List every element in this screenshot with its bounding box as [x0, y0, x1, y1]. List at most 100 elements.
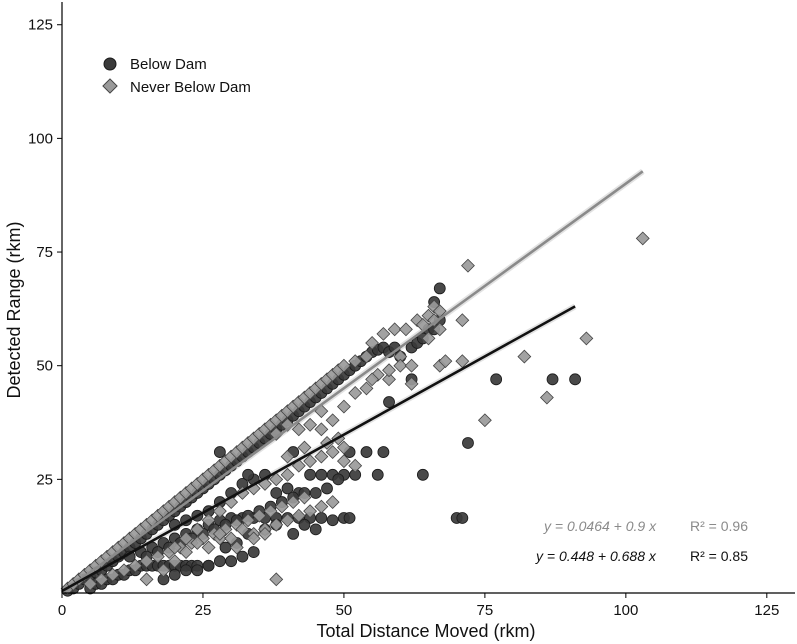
point-never-below-dam	[258, 526, 272, 541]
point-below-dam	[462, 437, 474, 449]
point-below-dam	[298, 518, 311, 531]
point-never-below-dam	[517, 349, 532, 364]
point-never-below-dam	[365, 336, 380, 350]
y-axis-title: Detected Range (rkm)	[4, 221, 24, 398]
point-below-dam	[281, 482, 294, 495]
point-never-below-dam	[438, 354, 453, 369]
point-never-below-dam	[348, 386, 363, 400]
point-below-dam	[326, 514, 339, 527]
point-never-below-dam	[314, 449, 329, 464]
point-never-below-dam	[269, 517, 284, 532]
point-below-dam	[309, 487, 322, 499]
point-never-below-dam	[393, 358, 408, 373]
point-below-dam	[371, 468, 384, 481]
x-tick-label: 0	[58, 602, 66, 619]
point-below-dam	[236, 550, 249, 563]
y-tick-label: 50	[36, 358, 53, 375]
x-tick-label: 125	[754, 602, 779, 619]
legend-never-below-dam-label: Never Below Dam	[130, 79, 251, 96]
point-below-dam	[304, 468, 316, 481]
point-never-below-dam	[325, 495, 340, 510]
point-below-dam	[416, 468, 429, 481]
point-below-dam	[213, 555, 226, 568]
point-never-below-dam	[387, 322, 402, 337]
point-never-below-dam	[382, 363, 396, 378]
point-never-below-dam	[212, 504, 227, 519]
point-never-below-dam	[280, 467, 295, 482]
point-never-below-dam	[280, 513, 295, 528]
point-never-below-dam	[190, 536, 205, 550]
point-below-dam	[343, 512, 356, 524]
y-tick-label: 75	[36, 244, 53, 261]
point-never-below-dam	[179, 531, 193, 546]
point-never-below-dam	[635, 231, 650, 246]
point-never-below-dam	[579, 331, 594, 346]
point-never-below-dam	[314, 499, 329, 514]
point-never-below-dam	[269, 572, 284, 587]
point-never-below-dam	[399, 322, 413, 337]
fit-line-below-dam	[61, 305, 576, 593]
point-never-below-dam	[263, 504, 278, 519]
point-never-below-dam	[297, 490, 312, 505]
point-below-dam	[270, 487, 283, 499]
point-never-below-dam	[150, 549, 165, 564]
axes	[61, 2, 795, 594]
point-never-below-dam	[269, 472, 284, 487]
point-never-below-dam	[455, 354, 470, 369]
point-never-below-dam	[348, 354, 363, 369]
point-never-below-dam	[421, 331, 436, 346]
point-never-below-dam	[382, 372, 396, 387]
point-never-below-dam	[427, 313, 442, 328]
point-never-below-dam	[286, 495, 301, 510]
point-never-below-dam	[325, 413, 340, 428]
point-never-below-dam	[224, 531, 239, 546]
y-tick-label: 100	[28, 130, 53, 147]
point-never-below-dam	[297, 440, 312, 455]
legend-below-dam-label: Below Dam	[130, 56, 207, 73]
tick-marks: 0 25 50 75 100 125 25 50 75 100 125	[28, 17, 779, 619]
point-never-below-dam	[336, 440, 351, 455]
point-below-dam	[191, 564, 204, 577]
point-never-below-dam	[252, 508, 267, 523]
point-below-dam	[213, 446, 226, 458]
point-never-below-dam	[83, 576, 98, 591]
point-never-below-dam	[179, 545, 193, 560]
point-never-below-dam	[212, 526, 227, 541]
point-never-below-dam	[201, 513, 216, 528]
point-never-below-dam	[246, 531, 261, 546]
point-below-dam	[315, 512, 328, 524]
equation-never-below-dam: y = 0.0464 + 0.9 x	[543, 518, 657, 534]
point-below-dam	[225, 555, 238, 568]
point-never-below-dam	[336, 454, 351, 469]
point-never-below-dam	[167, 554, 182, 569]
point-never-below-dam	[167, 540, 182, 555]
point-below-dam	[180, 564, 192, 577]
point-never-below-dam	[432, 322, 447, 337]
point-below-dam	[247, 546, 260, 558]
equation-below-dam: y = 0.448 + 0.688 x	[535, 548, 657, 564]
point-never-below-dam	[274, 499, 289, 514]
point-never-below-dam	[365, 372, 380, 387]
point-never-below-dam	[235, 522, 250, 537]
point-below-dam	[383, 396, 395, 408]
point-never-below-dam	[201, 540, 216, 555]
point-never-below-dam	[190, 522, 205, 537]
x-tick-label: 75	[477, 602, 494, 619]
point-never-below-dam	[432, 304, 447, 319]
point-never-below-dam	[461, 258, 475, 273]
x-tick-label: 50	[336, 602, 353, 619]
point-never-below-dam	[303, 454, 318, 469]
point-never-below-dam	[455, 313, 470, 328]
point-below-dam	[360, 446, 373, 458]
point-never-below-dam	[314, 422, 329, 437]
point-never-below-dam	[303, 504, 318, 519]
point-below-dam	[433, 282, 446, 295]
point-below-dam	[332, 473, 345, 486]
point-never-below-dam	[348, 458, 363, 473]
y-tick-label: 25	[36, 471, 53, 488]
point-never-below-dam	[94, 572, 109, 587]
point-never-below-dam	[229, 540, 244, 555]
point-never-below-dam	[325, 445, 340, 459]
point-never-below-dam	[280, 449, 295, 464]
